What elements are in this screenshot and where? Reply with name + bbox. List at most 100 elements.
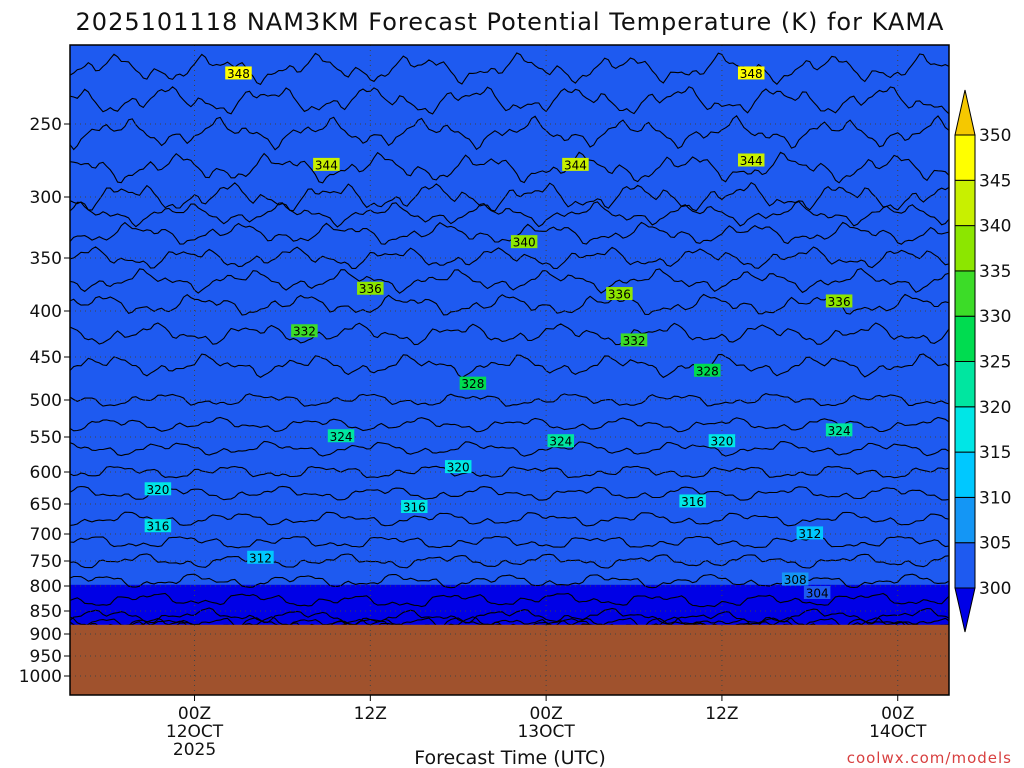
contour-label-324-14: 324 — [549, 435, 572, 449]
plot-area: 348 348 344 344 344 340 336 336 336 332 332 328 328 3… — [69, 44, 950, 696]
contour-label-348-1: 348 — [740, 67, 763, 81]
colorbar-label-335: 335 — [979, 262, 1011, 282]
contour-label-336-7: 336 — [608, 288, 631, 302]
isentrope-332K — [70, 293, 949, 316]
ytick-label-900: 900 — [30, 625, 62, 645]
contour-label-bg-23 — [796, 526, 824, 540]
isentrope-308K — [70, 592, 949, 608]
xtick-label-6-2: 2025 — [173, 740, 216, 760]
ytick-label-1000: 1000 — [19, 667, 62, 687]
xtick-label-6-0: 00Z — [178, 704, 211, 724]
isentrope-314K — [70, 535, 949, 549]
contour-label-bg-21 — [144, 519, 172, 533]
plot-frame — [69, 44, 950, 696]
contour-label-bg-10 — [620, 333, 648, 347]
colorbar-label-330: 330 — [979, 307, 1011, 327]
contour-label-bg-24 — [781, 572, 809, 586]
contour-label-bg-20 — [401, 500, 428, 513]
colorbar-label-300: 300 — [979, 579, 1011, 599]
contour-label-bg-6 — [357, 281, 384, 295]
colorbar-bin-305-310 — [954, 496, 976, 544]
colorbar-label-350: 350 — [979, 126, 1011, 146]
isentrope-336K — [70, 246, 949, 270]
contour-label-336-8: 336 — [828, 295, 851, 309]
contour-label-bg-13 — [327, 429, 355, 443]
ytick-label-250: 250 — [30, 115, 62, 135]
contour-label-bg-17 — [444, 460, 472, 474]
colorbar-bin-345-350 — [954, 134, 976, 181]
contour-labels: 348 348 344 344 344 340 336 336 336 332 332 328 328 3… — [144, 66, 853, 601]
contour-label-344-3: 344 — [564, 158, 587, 172]
ytick-label-450: 450 — [30, 348, 62, 368]
isentrope-312K — [70, 553, 949, 569]
contour-label-324-15: 324 — [828, 424, 851, 438]
xtick-label-30-0: 00Z — [529, 704, 562, 724]
isentrope-338K — [70, 221, 949, 245]
contour-label-336-6: 336 — [359, 282, 382, 296]
isentrope-318K — [70, 485, 949, 501]
ytick-label-950: 950 — [30, 647, 62, 667]
contour-label-340-5: 340 — [513, 236, 536, 250]
contour-label-308-24: 308 — [784, 573, 807, 587]
colorbar-label-310: 310 — [979, 488, 1011, 508]
contour-label-320-17: 320 — [447, 461, 470, 475]
colorbar-bin-320-325 — [954, 361, 976, 408]
xtick-label-54-0: 00Z — [881, 704, 914, 724]
xtick-label-42-0: 12Z — [705, 704, 738, 724]
contour-label-bg-1 — [737, 66, 765, 80]
ytick-label-550: 550 — [30, 428, 62, 448]
contour-label-bg-3 — [562, 157, 589, 171]
colorbar-bin-335-340 — [954, 225, 976, 272]
contour-label-344-2: 344 — [315, 158, 338, 172]
contour-label-bg-7 — [606, 287, 633, 301]
x-axis-label: Forecast Time (UTC) — [414, 747, 605, 768]
isentrope-316K — [70, 511, 949, 527]
isentrope-342K — [70, 181, 949, 212]
contour-label-316-21: 316 — [146, 520, 169, 534]
contour-label-328-11: 328 — [461, 377, 484, 391]
y-axis: 250 300 350 400 450 500 550 600 650 700 750 800 850 9… — [19, 115, 70, 687]
contour-label-bg-19 — [679, 494, 706, 508]
colorbar-label-320: 320 — [979, 398, 1011, 418]
contour-label-bg-11 — [459, 376, 487, 390]
credit-text: coolwx.com/models — [847, 749, 1012, 767]
contour-label-bg-4 — [737, 153, 765, 167]
contour-label-bg-25 — [803, 586, 831, 599]
ytick-label-400: 400 — [30, 302, 62, 322]
colorbar-bin-340-345 — [954, 179, 976, 227]
isentrope-306K — [70, 607, 949, 626]
colorbar-bin-315-320 — [954, 406, 976, 453]
colorbar-top-arrow — [954, 89, 976, 136]
contour-label-bg-18 — [144, 482, 172, 496]
contour-label-bg-0 — [225, 66, 252, 80]
ytick-label-300: 300 — [30, 188, 62, 208]
contour-label-bg-9 — [291, 324, 318, 338]
contour-label-bg-8 — [825, 294, 853, 308]
isentrope-340K — [70, 200, 949, 228]
isentrope-326K — [70, 393, 949, 407]
contour-label-328-12: 328 — [696, 364, 719, 378]
colorbar: 300 305 310 315 320 325 330 335 340 345 350 — [954, 89, 1011, 633]
contour-label-332-10: 332 — [623, 334, 646, 348]
below-ground-area — [70, 624, 949, 695]
ytick-label-600: 600 — [30, 463, 62, 483]
isentrope-322K — [70, 440, 949, 457]
ytick-label-350: 350 — [30, 249, 62, 269]
colorbar-bottom-arrow — [954, 587, 976, 633]
band-below-305K — [70, 45, 949, 627]
ytick-label-500: 500 — [30, 391, 62, 411]
isentrope-344K — [70, 151, 949, 184]
contour-label-312-23: 312 — [798, 527, 821, 541]
theta-fill-bands — [70, 45, 949, 665]
isentrope-346K — [70, 114, 949, 151]
contour-label-332-9: 332 — [293, 325, 316, 339]
ytick-label-750: 750 — [30, 552, 62, 572]
isentrope-334K — [70, 267, 949, 294]
chart-title: 2025101118 NAM3KM Forecast Potential Tem… — [76, 8, 945, 36]
contour-label-320-18: 320 — [146, 483, 169, 497]
xtick-label-18-0: 12Z — [354, 704, 387, 724]
colorbar-bin-300-305 — [954, 542, 976, 589]
contour-label-316-20: 316 — [403, 501, 426, 515]
isentrope-320K — [70, 465, 949, 479]
